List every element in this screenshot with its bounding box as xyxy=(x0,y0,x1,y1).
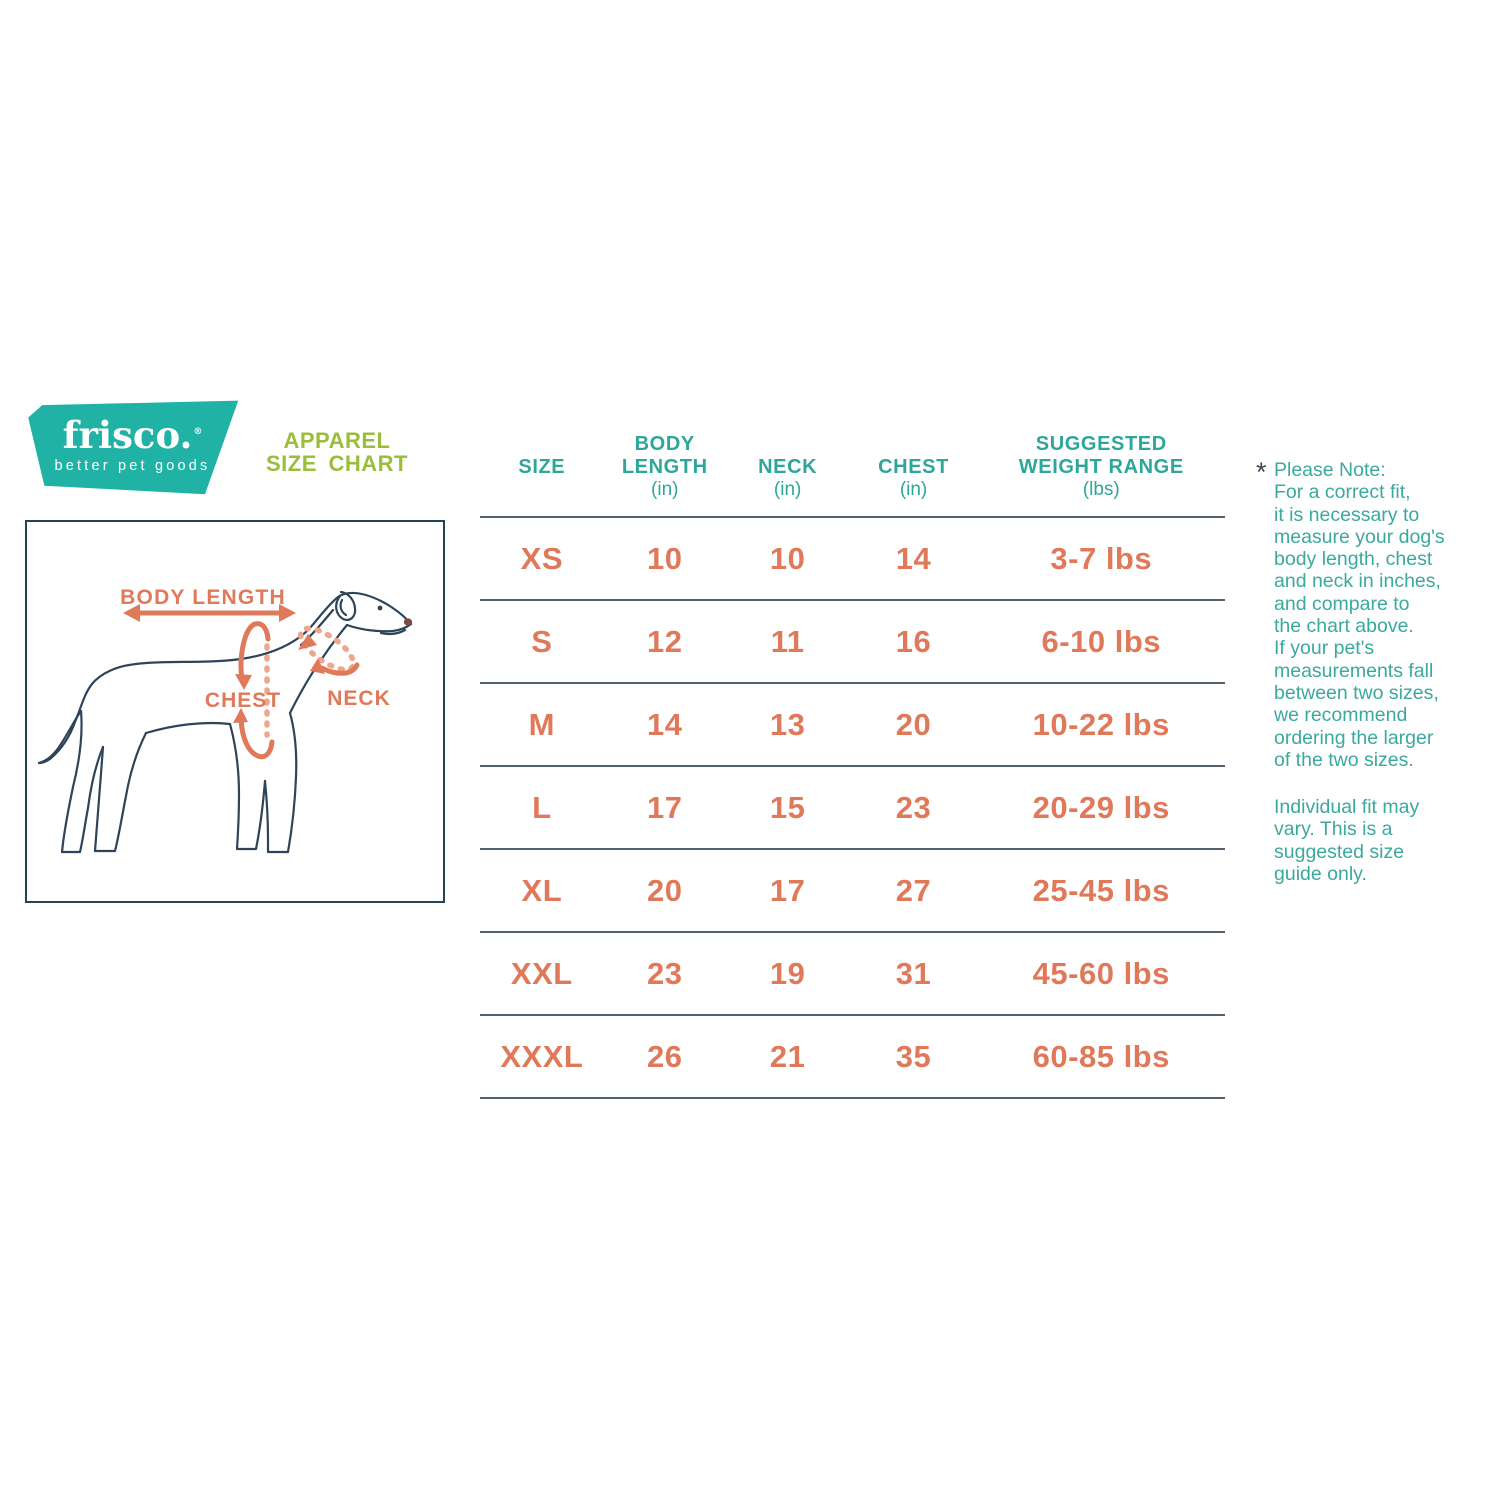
neck-label: NECK xyxy=(327,687,391,710)
brand-tagline: better pet goods xyxy=(54,458,211,474)
neck-dashed-ellipse xyxy=(297,625,357,673)
table-row-s: S 12 11 16 6-10 lbs xyxy=(480,599,1225,682)
chest-arc-top xyxy=(238,621,271,682)
cell-neck: 19 xyxy=(769,955,806,991)
note-text: Please Note: For a correct fit, it is ne… xyxy=(1274,459,1445,771)
cell-chest: 16 xyxy=(895,623,932,659)
dog-nose xyxy=(403,618,413,626)
cell-weight: 45-60 lbs xyxy=(1032,955,1170,991)
cell-weight: 25-45 lbs xyxy=(1032,872,1170,908)
cell-chest: 31 xyxy=(895,955,932,991)
table-body: XS 10 10 14 3-7 lbs S 12 11 16 6-10 lbs … xyxy=(480,516,1225,1099)
column-header-body-length: BODY LENGTH (in) xyxy=(621,433,708,500)
cell-size: XL xyxy=(521,872,563,908)
frisco-logo-banner: frisco.® better pet goods xyxy=(28,400,239,495)
neck-arc-bottom xyxy=(319,662,360,676)
apparel-size-table: SIZE BODY LENGTH (in) NECK (in) CHEST (i… xyxy=(480,425,1225,1099)
chest-label: CHEST xyxy=(205,689,281,712)
cell-neck: 13 xyxy=(769,706,806,742)
arrow-up-icon xyxy=(233,708,248,723)
cell-size: XS xyxy=(520,540,563,576)
brand-text: frisco. xyxy=(62,413,193,457)
table-row-xs: XS 10 10 14 3-7 lbs xyxy=(480,516,1225,599)
cell-chest: 20 xyxy=(895,706,932,742)
table-row-xl: XL 20 17 27 25-45 lbs xyxy=(480,848,1225,931)
registered-mark: ® xyxy=(193,427,203,437)
page-title: APPAREL SIZE CHART xyxy=(266,428,408,477)
dog-illustration: BODY LENGTH CHEST NECK xyxy=(37,586,413,854)
arrow-down-icon xyxy=(235,674,252,690)
dog-measurement-diagram: BODY LENGTH CHEST NECK xyxy=(25,520,445,903)
cell-neck: 11 xyxy=(770,623,805,659)
chest-arc-bottom xyxy=(238,716,275,760)
arrow-right-icon xyxy=(279,604,296,622)
cell-body-length: 10 xyxy=(647,540,683,576)
arrow-up-left-icon xyxy=(310,658,325,674)
cell-size: S xyxy=(531,623,553,659)
cell-neck: 17 xyxy=(769,872,806,908)
disclaimer-paragraph: Individual fit may vary. This is a sugge… xyxy=(1274,796,1420,886)
cell-weight: 10-22 lbs xyxy=(1032,706,1170,742)
cell-body-length: 12 xyxy=(647,623,683,659)
column-header-size: SIZE xyxy=(518,455,566,478)
arrow-left-icon xyxy=(123,604,140,622)
cell-size: XXXL xyxy=(500,1038,584,1074)
cell-body-length: 23 xyxy=(647,955,683,991)
body-length-annotation: BODY LENGTH xyxy=(120,586,296,622)
asterisk: * xyxy=(1256,457,1267,487)
cell-weight: 60-85 lbs xyxy=(1032,1038,1170,1074)
table-header-row: SIZE BODY LENGTH (in) NECK (in) CHEST (i… xyxy=(480,425,1225,516)
cell-chest: 14 xyxy=(895,540,932,576)
cell-chest: 35 xyxy=(895,1038,932,1074)
body-length-label: BODY LENGTH xyxy=(120,586,286,609)
column-header-weight-range: SUGGESTED WEIGHT RANGE (lbs) xyxy=(1018,433,1184,500)
column-header-chest: CHEST (in) xyxy=(878,455,949,500)
cell-body-length: 26 xyxy=(647,1038,683,1074)
column-header-neck: NECK (in) xyxy=(758,455,818,500)
cell-neck: 10 xyxy=(769,540,806,576)
table-row-xxl: XXL 23 19 31 45-60 lbs xyxy=(480,931,1225,1014)
cell-weight: 3-7 lbs xyxy=(1050,540,1153,576)
cell-weight: 20-29 lbs xyxy=(1032,789,1170,825)
cell-body-length: 20 xyxy=(647,872,683,908)
cell-neck: 21 xyxy=(769,1038,806,1074)
cell-weight: 6-10 lbs xyxy=(1041,623,1161,659)
please-note-paragraph: * Please Note: For a correct fit, it is … xyxy=(1256,459,1474,771)
neck-annotation: NECK xyxy=(297,625,391,710)
fit-note: * Please Note: For a correct fit, it is … xyxy=(1256,459,1474,886)
chest-annotation: CHEST xyxy=(205,621,281,760)
brand-name: frisco.® xyxy=(28,413,238,457)
arrow-down-left-icon xyxy=(298,634,317,650)
cell-neck: 15 xyxy=(769,789,806,825)
dog-eye xyxy=(377,605,383,611)
table-row-xxxl: XXXL 26 21 35 60-85 lbs xyxy=(480,1014,1225,1097)
cell-size: XXL xyxy=(510,955,573,991)
cell-body-length: 17 xyxy=(647,789,683,825)
dog-outline xyxy=(37,590,413,854)
table-row-m: M 14 13 20 10-22 lbs xyxy=(480,682,1225,765)
cell-body-length: 14 xyxy=(647,706,683,742)
cell-size: L xyxy=(532,789,552,825)
cell-chest: 27 xyxy=(895,872,932,908)
table-row-l: L 17 15 23 20-29 lbs xyxy=(480,765,1225,848)
cell-chest: 23 xyxy=(895,789,932,825)
cell-size: M xyxy=(528,706,555,742)
